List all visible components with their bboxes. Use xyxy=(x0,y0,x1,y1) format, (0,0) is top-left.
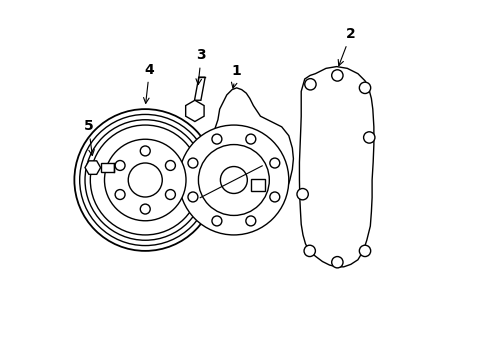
Circle shape xyxy=(187,158,198,168)
Text: 2: 2 xyxy=(338,27,355,66)
Circle shape xyxy=(179,125,288,235)
Circle shape xyxy=(104,139,185,221)
Circle shape xyxy=(245,216,255,226)
Circle shape xyxy=(363,132,374,143)
Circle shape xyxy=(128,163,162,197)
Circle shape xyxy=(198,145,269,215)
Polygon shape xyxy=(194,77,205,100)
Circle shape xyxy=(359,82,370,94)
Polygon shape xyxy=(185,100,203,122)
Circle shape xyxy=(165,190,175,199)
Circle shape xyxy=(245,134,255,144)
Circle shape xyxy=(115,161,125,170)
Circle shape xyxy=(140,146,150,156)
Polygon shape xyxy=(85,161,101,174)
Circle shape xyxy=(304,245,315,257)
Polygon shape xyxy=(299,67,373,267)
Text: 3: 3 xyxy=(196,49,205,85)
Circle shape xyxy=(269,192,279,202)
Circle shape xyxy=(296,189,307,200)
Circle shape xyxy=(269,158,279,168)
Circle shape xyxy=(74,109,216,251)
Circle shape xyxy=(331,70,343,81)
Circle shape xyxy=(220,167,247,193)
Circle shape xyxy=(140,204,150,214)
Circle shape xyxy=(304,78,315,90)
Circle shape xyxy=(115,190,125,199)
Polygon shape xyxy=(205,88,293,228)
Circle shape xyxy=(211,134,222,144)
Bar xyxy=(250,179,264,192)
Polygon shape xyxy=(101,163,114,172)
Text: 1: 1 xyxy=(231,64,241,88)
Text: 5: 5 xyxy=(83,120,94,156)
Circle shape xyxy=(331,257,343,268)
Circle shape xyxy=(211,216,222,226)
Circle shape xyxy=(187,192,198,202)
Text: 4: 4 xyxy=(143,63,154,103)
Circle shape xyxy=(359,245,370,257)
Circle shape xyxy=(90,125,200,235)
Circle shape xyxy=(165,161,175,170)
